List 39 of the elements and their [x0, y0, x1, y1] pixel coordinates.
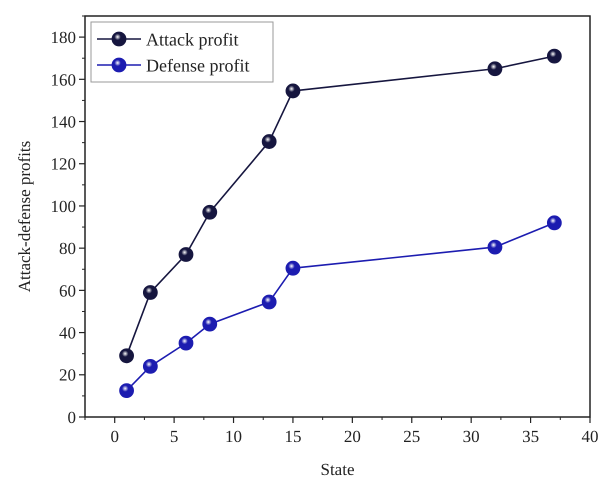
- point: [286, 84, 300, 98]
- y-tick-label: 180: [50, 28, 76, 48]
- legend-label: Attack profit: [146, 29, 238, 50]
- x-tick-label: 25: [403, 427, 420, 446]
- y-tick-label: 160: [50, 70, 76, 90]
- y-tick-label: 140: [50, 112, 76, 132]
- point: [262, 294, 277, 310]
- point: [178, 336, 194, 351]
- point: [142, 358, 158, 374]
- y-tick-label: 20: [59, 366, 76, 385]
- x-tick-label: 30: [462, 427, 480, 446]
- x-tick-label: 0: [110, 427, 119, 446]
- point: [488, 240, 502, 255]
- y-tick-label: 100: [50, 196, 76, 216]
- point: [262, 134, 277, 149]
- point: [119, 348, 134, 364]
- y-axis-title: Attack-defense profits: [15, 140, 34, 292]
- point: [202, 204, 218, 220]
- y-tick-label: 120: [50, 154, 76, 174]
- x-tick-label: 5: [170, 427, 178, 446]
- point: [178, 247, 194, 262]
- legend-label: Defense profit: [146, 55, 250, 76]
- point: [142, 285, 158, 300]
- y-tick-label: 60: [59, 281, 76, 300]
- x-axis-title: State: [320, 460, 354, 479]
- x-tick-label: 15: [284, 427, 302, 446]
- x-tick-label: 10: [225, 427, 242, 446]
- y-tick-label: 80: [59, 239, 76, 258]
- y-tick-label: 0: [68, 408, 76, 427]
- point: [202, 316, 218, 332]
- x-tick-label: 35: [522, 427, 540, 446]
- point: [119, 383, 134, 398]
- point: [488, 61, 502, 76]
- x-tick-label: 20: [344, 427, 361, 446]
- y-tick-label: 40: [59, 324, 76, 343]
- point: [546, 215, 562, 230]
- point: [286, 260, 300, 276]
- x-tick-label: 40: [582, 427, 598, 446]
- point: [546, 48, 562, 64]
